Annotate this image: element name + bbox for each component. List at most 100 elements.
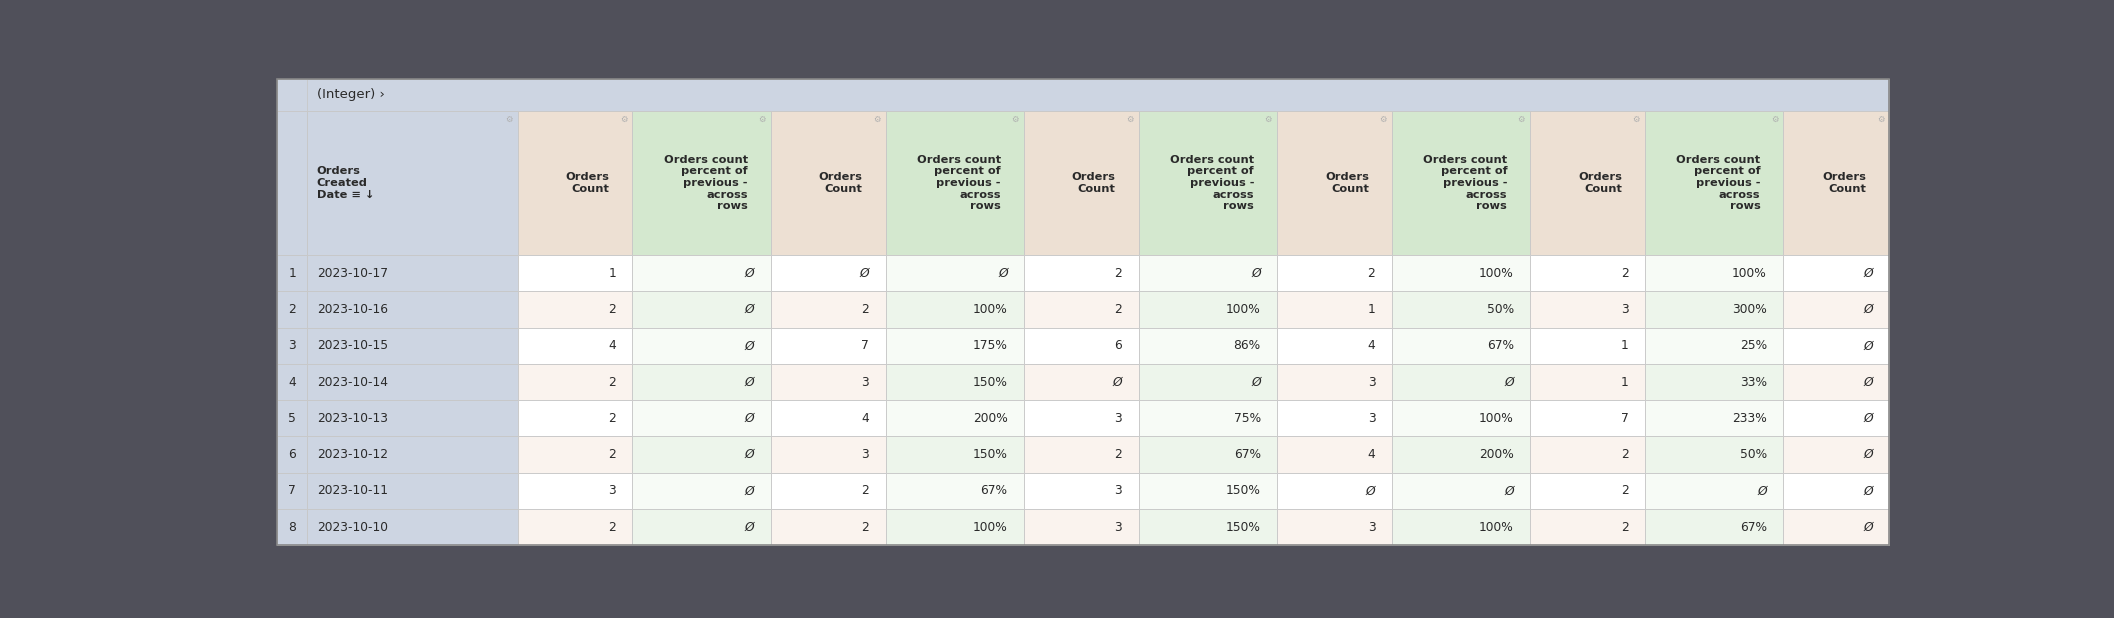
Text: 2: 2 xyxy=(860,485,869,497)
Bar xyxy=(1391,473,1531,509)
Text: 2: 2 xyxy=(1368,267,1376,280)
Bar xyxy=(1531,328,1645,364)
Text: ⚙: ⚙ xyxy=(1632,114,1640,124)
Bar xyxy=(1023,255,1139,292)
Text: 3: 3 xyxy=(1621,303,1628,316)
Text: Orders count
percent of
previous -
across
rows: Orders count percent of previous - acros… xyxy=(917,154,1002,211)
Bar xyxy=(307,436,518,473)
Text: Ø: Ø xyxy=(744,485,755,497)
Text: 200%: 200% xyxy=(972,412,1008,425)
Bar xyxy=(1531,255,1645,292)
Bar xyxy=(307,473,518,509)
Bar xyxy=(1645,255,1784,292)
Text: 2: 2 xyxy=(609,412,615,425)
Bar xyxy=(1531,111,1645,255)
Text: Ø: Ø xyxy=(1862,376,1873,389)
Bar xyxy=(1391,328,1531,364)
Text: Orders
Count: Orders Count xyxy=(818,172,863,193)
Bar xyxy=(1531,400,1645,436)
Text: 67%: 67% xyxy=(981,485,1008,497)
Text: 3: 3 xyxy=(288,339,296,352)
Bar xyxy=(277,473,307,509)
Bar xyxy=(307,292,518,328)
Text: 2: 2 xyxy=(609,376,615,389)
Bar xyxy=(518,473,632,509)
Text: Orders
Count: Orders Count xyxy=(1325,172,1370,193)
Bar xyxy=(772,292,886,328)
Text: 100%: 100% xyxy=(1480,412,1514,425)
Text: 6: 6 xyxy=(288,448,296,461)
Bar xyxy=(886,509,1023,545)
Text: ⚙: ⚙ xyxy=(1378,114,1387,124)
Bar xyxy=(277,255,307,292)
Bar xyxy=(772,328,886,364)
Text: Ø: Ø xyxy=(1757,485,1767,497)
Bar xyxy=(1023,292,1139,328)
Bar xyxy=(772,255,886,292)
Bar xyxy=(1139,400,1277,436)
Text: ⚙: ⚙ xyxy=(619,114,628,124)
Text: Ø: Ø xyxy=(744,412,755,425)
Bar xyxy=(632,436,772,473)
Text: Ø: Ø xyxy=(998,267,1008,280)
Text: 100%: 100% xyxy=(1226,303,1260,316)
Text: Ø: Ø xyxy=(1112,376,1123,389)
Text: Ø: Ø xyxy=(1503,485,1514,497)
Bar xyxy=(1023,436,1139,473)
Text: 3: 3 xyxy=(1368,412,1376,425)
Bar xyxy=(1277,364,1391,400)
Text: 2: 2 xyxy=(1621,485,1628,497)
Text: 1: 1 xyxy=(609,267,615,280)
Text: Ø: Ø xyxy=(1251,376,1260,389)
Bar xyxy=(1277,292,1391,328)
Bar xyxy=(1784,400,1890,436)
Text: 100%: 100% xyxy=(1731,267,1767,280)
Bar xyxy=(277,79,1890,111)
Bar xyxy=(277,436,307,473)
Text: Ø: Ø xyxy=(1862,485,1873,497)
Text: 7: 7 xyxy=(1621,412,1628,425)
Text: 150%: 150% xyxy=(972,376,1008,389)
Bar xyxy=(1391,364,1531,400)
Text: 2: 2 xyxy=(860,520,869,533)
Text: 100%: 100% xyxy=(972,520,1008,533)
Text: 2: 2 xyxy=(1621,267,1628,280)
Bar xyxy=(1645,436,1784,473)
Text: 3: 3 xyxy=(1114,485,1123,497)
Text: 2023-10-15: 2023-10-15 xyxy=(317,339,387,352)
Bar xyxy=(886,328,1023,364)
Bar xyxy=(518,509,632,545)
Bar xyxy=(1784,328,1890,364)
Text: Orders count
percent of
previous -
across
rows: Orders count percent of previous - acros… xyxy=(664,154,748,211)
Bar xyxy=(1277,473,1391,509)
Bar xyxy=(277,400,307,436)
Bar xyxy=(1023,111,1139,255)
Bar xyxy=(1139,292,1277,328)
Bar xyxy=(307,328,518,364)
Text: Ø: Ø xyxy=(744,448,755,461)
Bar xyxy=(307,255,518,292)
Text: ⚙: ⚙ xyxy=(1877,114,1884,124)
Bar xyxy=(307,111,518,255)
Text: 3: 3 xyxy=(1368,376,1376,389)
Bar xyxy=(772,436,886,473)
Bar xyxy=(1139,255,1277,292)
Text: Ø: Ø xyxy=(744,339,755,352)
Text: 200%: 200% xyxy=(1480,448,1514,461)
Text: ⚙: ⚙ xyxy=(1772,114,1778,124)
Bar xyxy=(1645,292,1784,328)
Text: 3: 3 xyxy=(860,448,869,461)
Text: 3: 3 xyxy=(609,485,615,497)
Bar xyxy=(1277,111,1391,255)
Bar xyxy=(632,111,772,255)
Bar xyxy=(772,111,886,255)
Bar xyxy=(277,509,307,545)
Text: 4: 4 xyxy=(1368,448,1376,461)
Bar xyxy=(1139,364,1277,400)
Text: 175%: 175% xyxy=(972,339,1008,352)
Text: 2023-10-17: 2023-10-17 xyxy=(317,267,387,280)
Text: Orders
Count: Orders Count xyxy=(1577,172,1621,193)
Bar xyxy=(1784,255,1890,292)
Text: 4: 4 xyxy=(609,339,615,352)
Bar xyxy=(632,364,772,400)
